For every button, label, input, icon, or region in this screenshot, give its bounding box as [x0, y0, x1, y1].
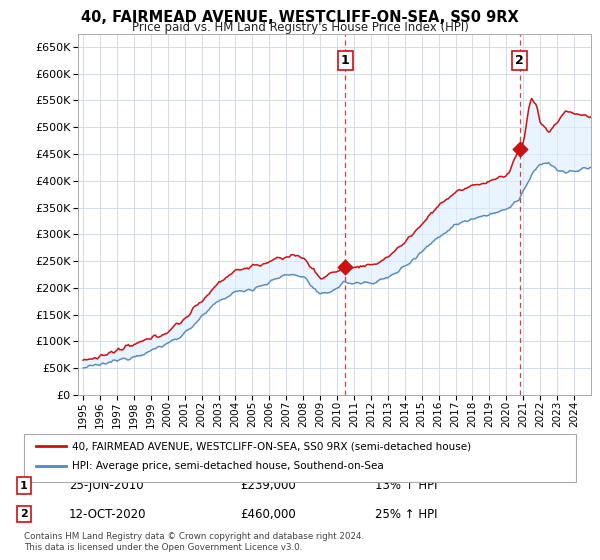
- Text: 2: 2: [20, 509, 28, 519]
- Text: £239,000: £239,000: [240, 479, 296, 492]
- Text: 40, FAIRMEAD AVENUE, WESTCLIFF-ON-SEA, SS0 9RX (semi-detached house): 40, FAIRMEAD AVENUE, WESTCLIFF-ON-SEA, S…: [72, 441, 471, 451]
- Text: 1: 1: [20, 480, 28, 491]
- Text: 25-JUN-2010: 25-JUN-2010: [69, 479, 143, 492]
- Text: 1: 1: [341, 54, 350, 67]
- Text: Price paid vs. HM Land Registry's House Price Index (HPI): Price paid vs. HM Land Registry's House …: [131, 21, 469, 34]
- Text: 12-OCT-2020: 12-OCT-2020: [69, 507, 146, 521]
- Text: Contains HM Land Registry data © Crown copyright and database right 2024.
This d: Contains HM Land Registry data © Crown c…: [24, 532, 364, 552]
- Text: 13% ↑ HPI: 13% ↑ HPI: [375, 479, 437, 492]
- Text: £460,000: £460,000: [240, 507, 296, 521]
- Text: 2: 2: [515, 54, 524, 67]
- Point: [341, 263, 350, 272]
- Point: [515, 144, 524, 153]
- Text: 25% ↑ HPI: 25% ↑ HPI: [375, 507, 437, 521]
- Text: 40, FAIRMEAD AVENUE, WESTCLIFF-ON-SEA, SS0 9RX: 40, FAIRMEAD AVENUE, WESTCLIFF-ON-SEA, S…: [81, 10, 519, 25]
- Text: HPI: Average price, semi-detached house, Southend-on-Sea: HPI: Average price, semi-detached house,…: [72, 461, 384, 472]
